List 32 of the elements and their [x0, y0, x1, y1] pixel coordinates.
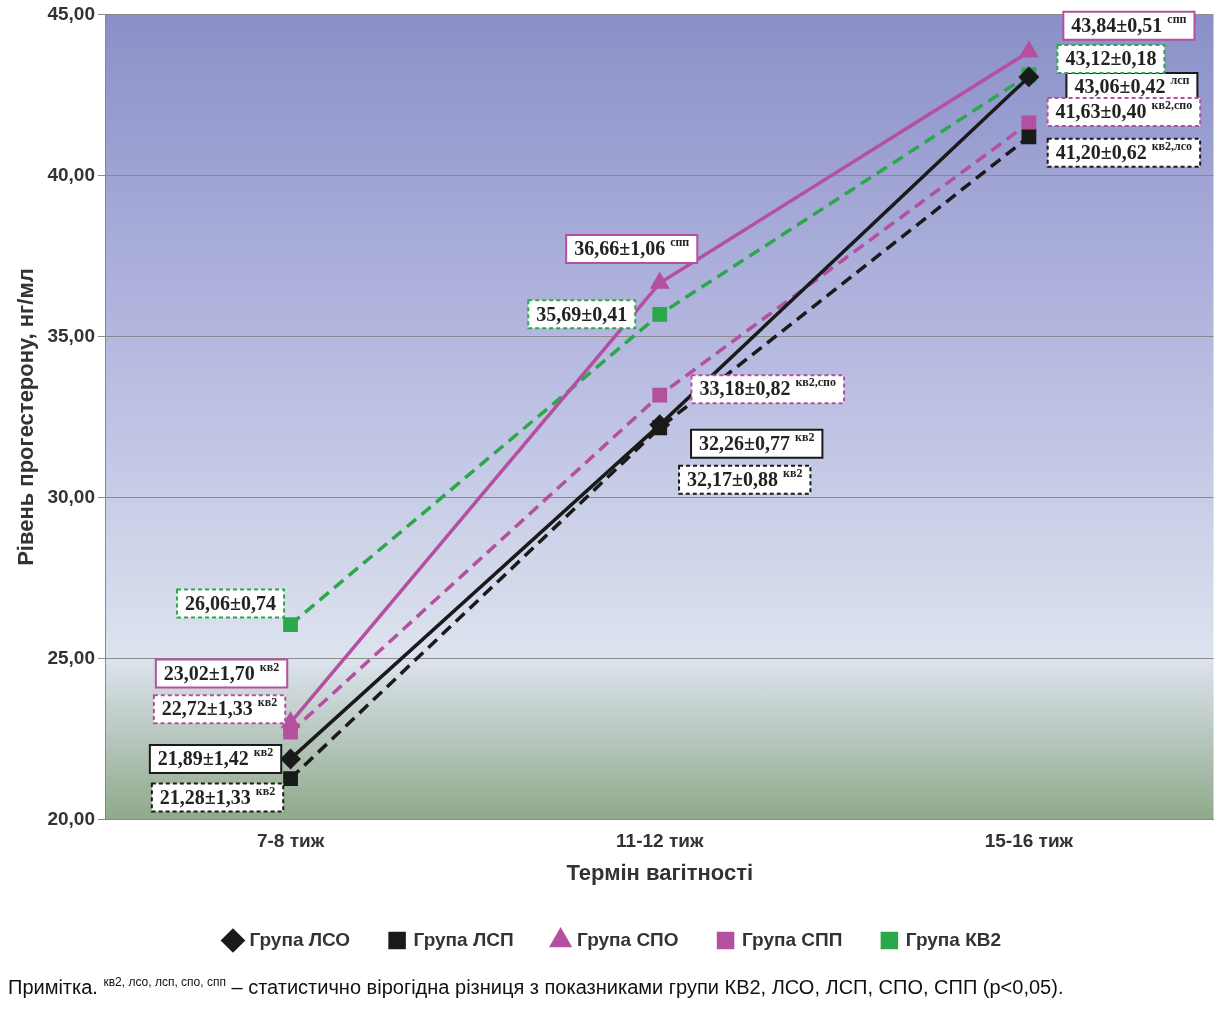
data-label: 36,66±1,06 спп [574, 235, 690, 260]
x-tick-label: 7-8 тиж [256, 830, 325, 852]
legend-label: Група СПО [577, 928, 679, 950]
data-label: 33,18±0,82 кв2,спо [699, 375, 837, 400]
data-label: 21,28±1,33 кв2 [159, 783, 276, 808]
data-label: 32,17±0,88 кв2 [687, 465, 803, 490]
y-tick-label: 30,00 [47, 485, 95, 507]
data-label: 32,26±0,77 кв2 [699, 429, 815, 454]
legend-label: Група КВ2 [905, 928, 1002, 950]
y-tick-label: 45,00 [47, 2, 95, 24]
data-label: 26,06±0,74 [185, 591, 277, 614]
data-label: 23,02±1,70 кв2 [163, 659, 280, 684]
x-tick-label: 15-16 тиж [984, 830, 1074, 852]
legend-label: Група ЛСП [413, 928, 514, 950]
x-tick-label: 11-12 тиж [616, 830, 704, 852]
data-label: 43,84±0,51 спп [1071, 11, 1187, 36]
y-tick-label: 40,00 [47, 163, 95, 185]
y-tick-label: 25,00 [47, 646, 95, 668]
y-tick-label: 35,00 [47, 324, 95, 346]
data-label: 43,06±0,42 лсп [1074, 72, 1190, 98]
data-label: 41,63±0,40 кв2,спо [1055, 98, 1193, 123]
legend-label: Група ЛСО [249, 928, 351, 950]
x-axis-title: Термін вагітності [566, 859, 754, 885]
data-label: 21,89±1,42 кв2 [157, 745, 274, 770]
text: Примітка. $^{кв2, лсо, лсп, спо, спп}$ – статистично вірогідна різниця з показниками групи КВ2, ЛСО, ЛСП, СПО, СПП (p<0,05). [8, 974, 1065, 1000]
legend-label: Група СПП [742, 928, 843, 950]
data-label: 35,69±0,41 [536, 302, 628, 325]
data-label: 43,12±0,18 [1065, 47, 1157, 70]
y-tick-label: 20,00 [47, 808, 95, 830]
data-label: 41,20±0,62 кв2,лсо [1055, 138, 1193, 163]
data-label: 22,72±1,33 кв2 [161, 695, 278, 720]
y-axis-title: Рівень прогестерону, нг/мл [13, 268, 39, 566]
